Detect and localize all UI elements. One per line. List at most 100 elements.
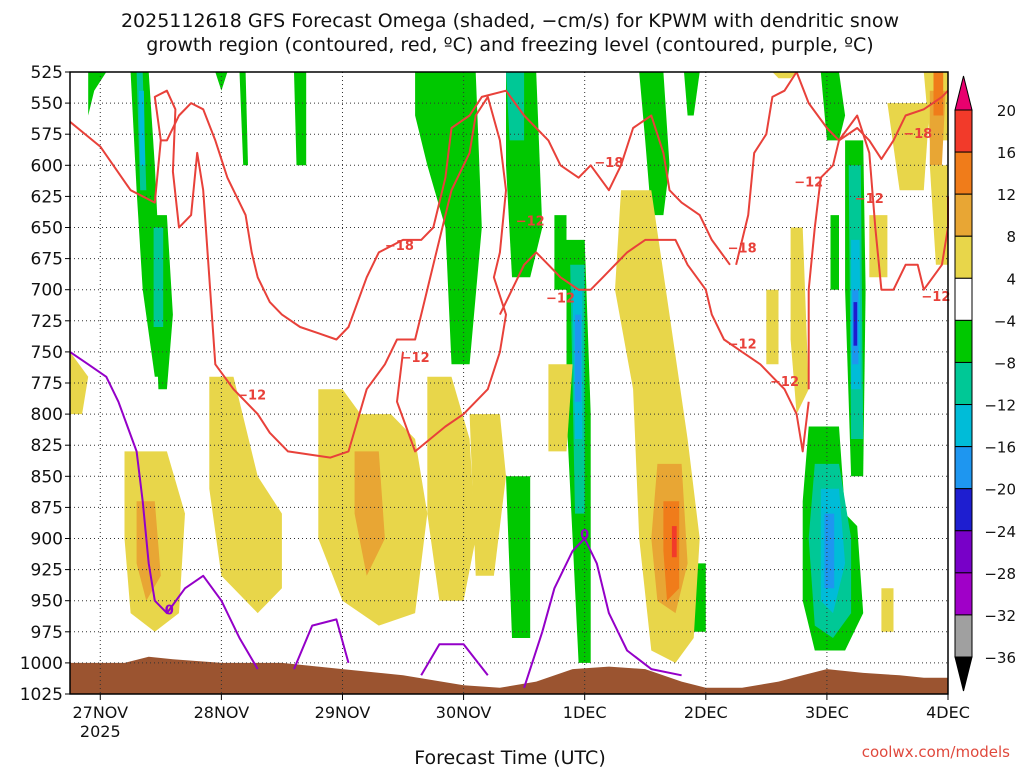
ytick-label-900: 900: [31, 530, 63, 550]
omega-8-b: [354, 451, 385, 576]
omega-4-o: [881, 588, 894, 632]
ytick-label-925: 925: [31, 561, 63, 581]
colorbar-label-3: 8: [1006, 228, 1016, 246]
colorbar-swatch-2: [954, 193, 973, 237]
ytick-label-625: 625: [31, 187, 63, 207]
omega-neg16-a: [575, 314, 582, 402]
omega-4-n: [869, 215, 888, 278]
colorbar-swatch-12: [954, 614, 973, 658]
colorbar-label-13: −36: [984, 649, 1016, 667]
colorbar-swatch-9: [954, 488, 973, 532]
omega-neg4-j: [506, 476, 531, 638]
surface-pressure: [70, 656, 948, 694]
ytick-label-675: 675: [31, 250, 63, 270]
contour-label-0: −18: [385, 239, 414, 254]
contour-label-14: 0: [580, 528, 589, 543]
omega-neg4-p: [830, 215, 839, 290]
ytick-label-575: 575: [31, 125, 63, 145]
contour-label-13: 0: [165, 604, 174, 619]
contour-label-9: −12: [794, 176, 823, 191]
omega-4-g: [548, 364, 573, 452]
ytick-label-850: 850: [31, 467, 63, 487]
colorbar-label-6: −8: [994, 354, 1016, 372]
xtick-sublabel-0: 2025: [80, 722, 121, 741]
xtick-label-2dec: 2DEC: [684, 703, 728, 722]
contour-label-3: −12: [516, 214, 545, 229]
ytick-label-650: 650: [31, 219, 63, 239]
ytick-label-1025: 1025: [20, 685, 63, 705]
colorbar-label-5: −4: [994, 312, 1016, 330]
ytick-label-975: 975: [31, 623, 63, 643]
colorbar-label-8: −16: [984, 439, 1016, 457]
omega-4-i: [766, 289, 779, 365]
ytick-label-800: 800: [31, 405, 63, 425]
colorbar-swatch-4: [954, 277, 973, 321]
freezing-level-0C-d: [523, 537, 682, 689]
xtick-label-1dec: 1DEC: [563, 703, 607, 722]
freezing-level-0C-b: [293, 618, 350, 670]
omega-4-j: [790, 227, 809, 415]
omega-neg4-k: [639, 72, 670, 216]
contour-label-6: −18: [728, 242, 757, 257]
colorbar-swatch-11: [954, 572, 973, 616]
colorbar-label-11: −28: [984, 565, 1016, 583]
contour-label-5: −18: [594, 156, 623, 171]
contour-label-1: −12: [401, 351, 430, 366]
credit-text: coolwx.com/models: [862, 743, 1010, 761]
colorbar-swatch-5: [954, 319, 973, 363]
omega-neg4-b: [130, 72, 161, 377]
omega-neg4-l: [684, 72, 700, 116]
x-axis-label: Forecast Time (UTC): [414, 747, 605, 768]
omega-4-a: [70, 351, 89, 415]
colorbar-label-10: −24: [984, 523, 1016, 541]
omega-neg4-a: [88, 72, 107, 116]
colorbar-label-2: 12: [997, 186, 1016, 204]
omega-neg4-f: [415, 72, 482, 365]
colorbar-label-0: 20: [997, 102, 1016, 120]
chart-title-line-2: growth region (contoured, red, ºC) and f…: [146, 34, 873, 56]
omega-neg16-b: [824, 513, 835, 589]
omega-neg20-a: [853, 302, 858, 346]
contour-label-layer: −18 −12 −12 −12 −12 −18 −18 −12 −12 −12 −12 −18 −12 0…: [165, 127, 951, 618]
colorbar-swatch-3: [954, 235, 973, 279]
xtick-label-3dec: 3DEC: [805, 703, 849, 722]
omega-12-b: [933, 72, 944, 116]
contour-label-2: −12: [237, 388, 266, 403]
omega-4-p: [772, 72, 797, 79]
freezing-level-0C: [69, 351, 259, 670]
colorbar-label-1: 16: [997, 144, 1016, 162]
ytick-label-775: 775: [31, 374, 63, 394]
omega-neg8-f: [153, 227, 164, 327]
colorbar: 20 16 12 8 4 −4 −8 −12 −16 −20 −24 −28 −32 −36: [954, 75, 1016, 692]
dgz-minus12-right: [735, 71, 798, 266]
colorbar-swatch-0: [954, 109, 973, 153]
contour-label-7: −12: [728, 337, 757, 352]
contour-label-10: −12: [855, 192, 884, 207]
contour-label-8: −12: [770, 375, 799, 390]
colorbar-swatch-8: [954, 446, 973, 490]
ytick-label-825: 825: [31, 436, 63, 456]
xtick-label-27nov: 27NOV: [72, 703, 128, 722]
ytick-label-725: 725: [31, 312, 63, 332]
terrain-layer: [70, 656, 948, 694]
colorbar-label-4: 4: [1006, 270, 1016, 288]
omega-4-m: [929, 165, 948, 265]
chart-title-line-1: 2025112618 GFS Forecast Omega (shaded, −…: [121, 10, 899, 32]
ytick-label-1000: 1000: [20, 654, 63, 674]
ytick-label-950: 950: [31, 592, 63, 612]
omega-neg4-e: [294, 72, 307, 166]
xtick-label-30nov: 30NOV: [436, 703, 492, 722]
omega-neg12-a: [139, 90, 146, 166]
colorbar-swatch-1: [954, 151, 973, 195]
omega-neg4-h: [554, 215, 567, 290]
chart-title: 2025112618 GFS Forecast Omega (shaded, −…: [121, 10, 899, 56]
colorbar-swatch-7: [954, 404, 973, 448]
freezing-level-0C-c: [420, 643, 489, 676]
xtick-label-4dec: 4DEC: [926, 703, 970, 722]
omega-neg8-b: [506, 72, 525, 141]
contour-label-12: −12: [921, 290, 950, 305]
omega-4-k: [887, 103, 930, 191]
omega-4-c: [209, 376, 282, 614]
colorbar-top-arrow: [954, 75, 973, 111]
